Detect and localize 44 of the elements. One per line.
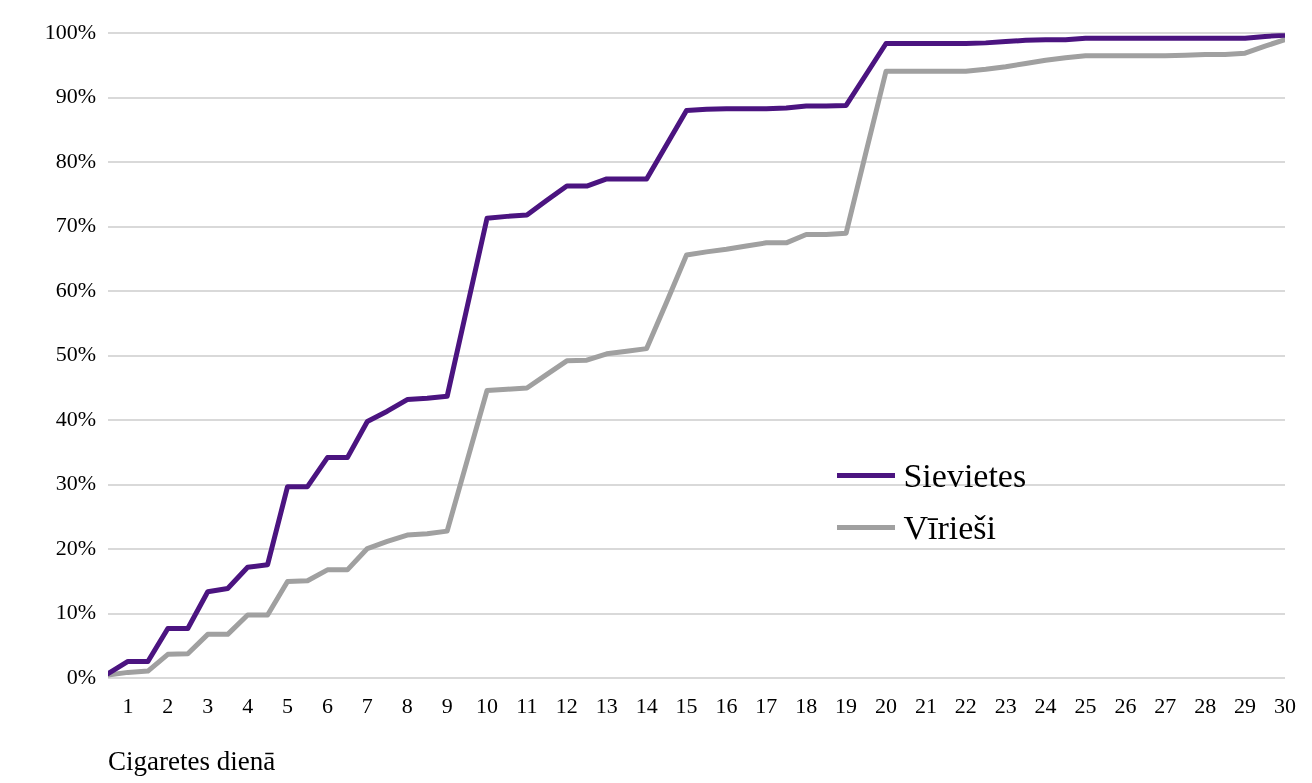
x-tick-label: 5 bbox=[282, 693, 294, 719]
x-tick-label: 9 bbox=[441, 693, 453, 719]
x-tick-label: 29 bbox=[1234, 693, 1257, 719]
y-tick-label: 0% bbox=[66, 663, 96, 689]
x-tick-label: 18 bbox=[795, 693, 818, 719]
x-tick-label: 4 bbox=[242, 693, 254, 719]
x-tick-label: 8 bbox=[401, 693, 413, 719]
x-tick-label: 6 bbox=[321, 693, 333, 719]
y-tick-label: 90% bbox=[55, 83, 96, 109]
x-tick-label: 15 bbox=[675, 693, 698, 719]
x-tick-label: 27 bbox=[1154, 693, 1177, 719]
x-tick-label: 12 bbox=[555, 693, 578, 719]
legend-label: Vīrieši bbox=[903, 507, 996, 548]
x-tick-label: 3 bbox=[202, 693, 214, 719]
x-tick-label: 10 bbox=[476, 693, 499, 719]
y-tick-label: 50% bbox=[55, 341, 96, 367]
y-tick-label: 80% bbox=[55, 147, 96, 173]
x-axis-title: Cigaretes dienā bbox=[108, 745, 276, 776]
x-tick-label: 24 bbox=[1034, 693, 1057, 719]
x-tick-label: 14 bbox=[635, 693, 658, 719]
y-tick-label: 40% bbox=[55, 405, 96, 431]
x-tick-label: 22 bbox=[954, 693, 977, 719]
x-tick-label: 21 bbox=[914, 693, 937, 719]
x-tick-label: 19 bbox=[835, 693, 858, 719]
x-tick-label: 16 bbox=[715, 693, 738, 719]
x-tick-label: 2 bbox=[162, 693, 174, 719]
x-tick-label: 11 bbox=[516, 693, 538, 719]
x-tick-label: 17 bbox=[755, 693, 778, 719]
x-tick-label: 13 bbox=[595, 693, 618, 719]
x-tick-label: 28 bbox=[1194, 693, 1217, 719]
y-tick-label: 10% bbox=[55, 599, 96, 625]
x-tick-label: 30 bbox=[1274, 693, 1296, 719]
y-tick-label: 60% bbox=[55, 276, 96, 302]
x-tick-label: 1 bbox=[122, 693, 134, 719]
legend-label: Sievietes bbox=[903, 455, 1027, 496]
y-tick-label: 70% bbox=[55, 212, 96, 238]
y-tick-label: 100% bbox=[44, 18, 96, 44]
y-tick-label: 30% bbox=[55, 470, 96, 496]
y-tick-label: 20% bbox=[55, 534, 96, 560]
x-tick-label: 23 bbox=[994, 693, 1017, 719]
x-tick-label: 20 bbox=[875, 693, 898, 719]
x-tick-label: 25 bbox=[1074, 693, 1097, 719]
x-tick-label: 7 bbox=[361, 693, 373, 719]
x-tick-label: 26 bbox=[1114, 693, 1137, 719]
